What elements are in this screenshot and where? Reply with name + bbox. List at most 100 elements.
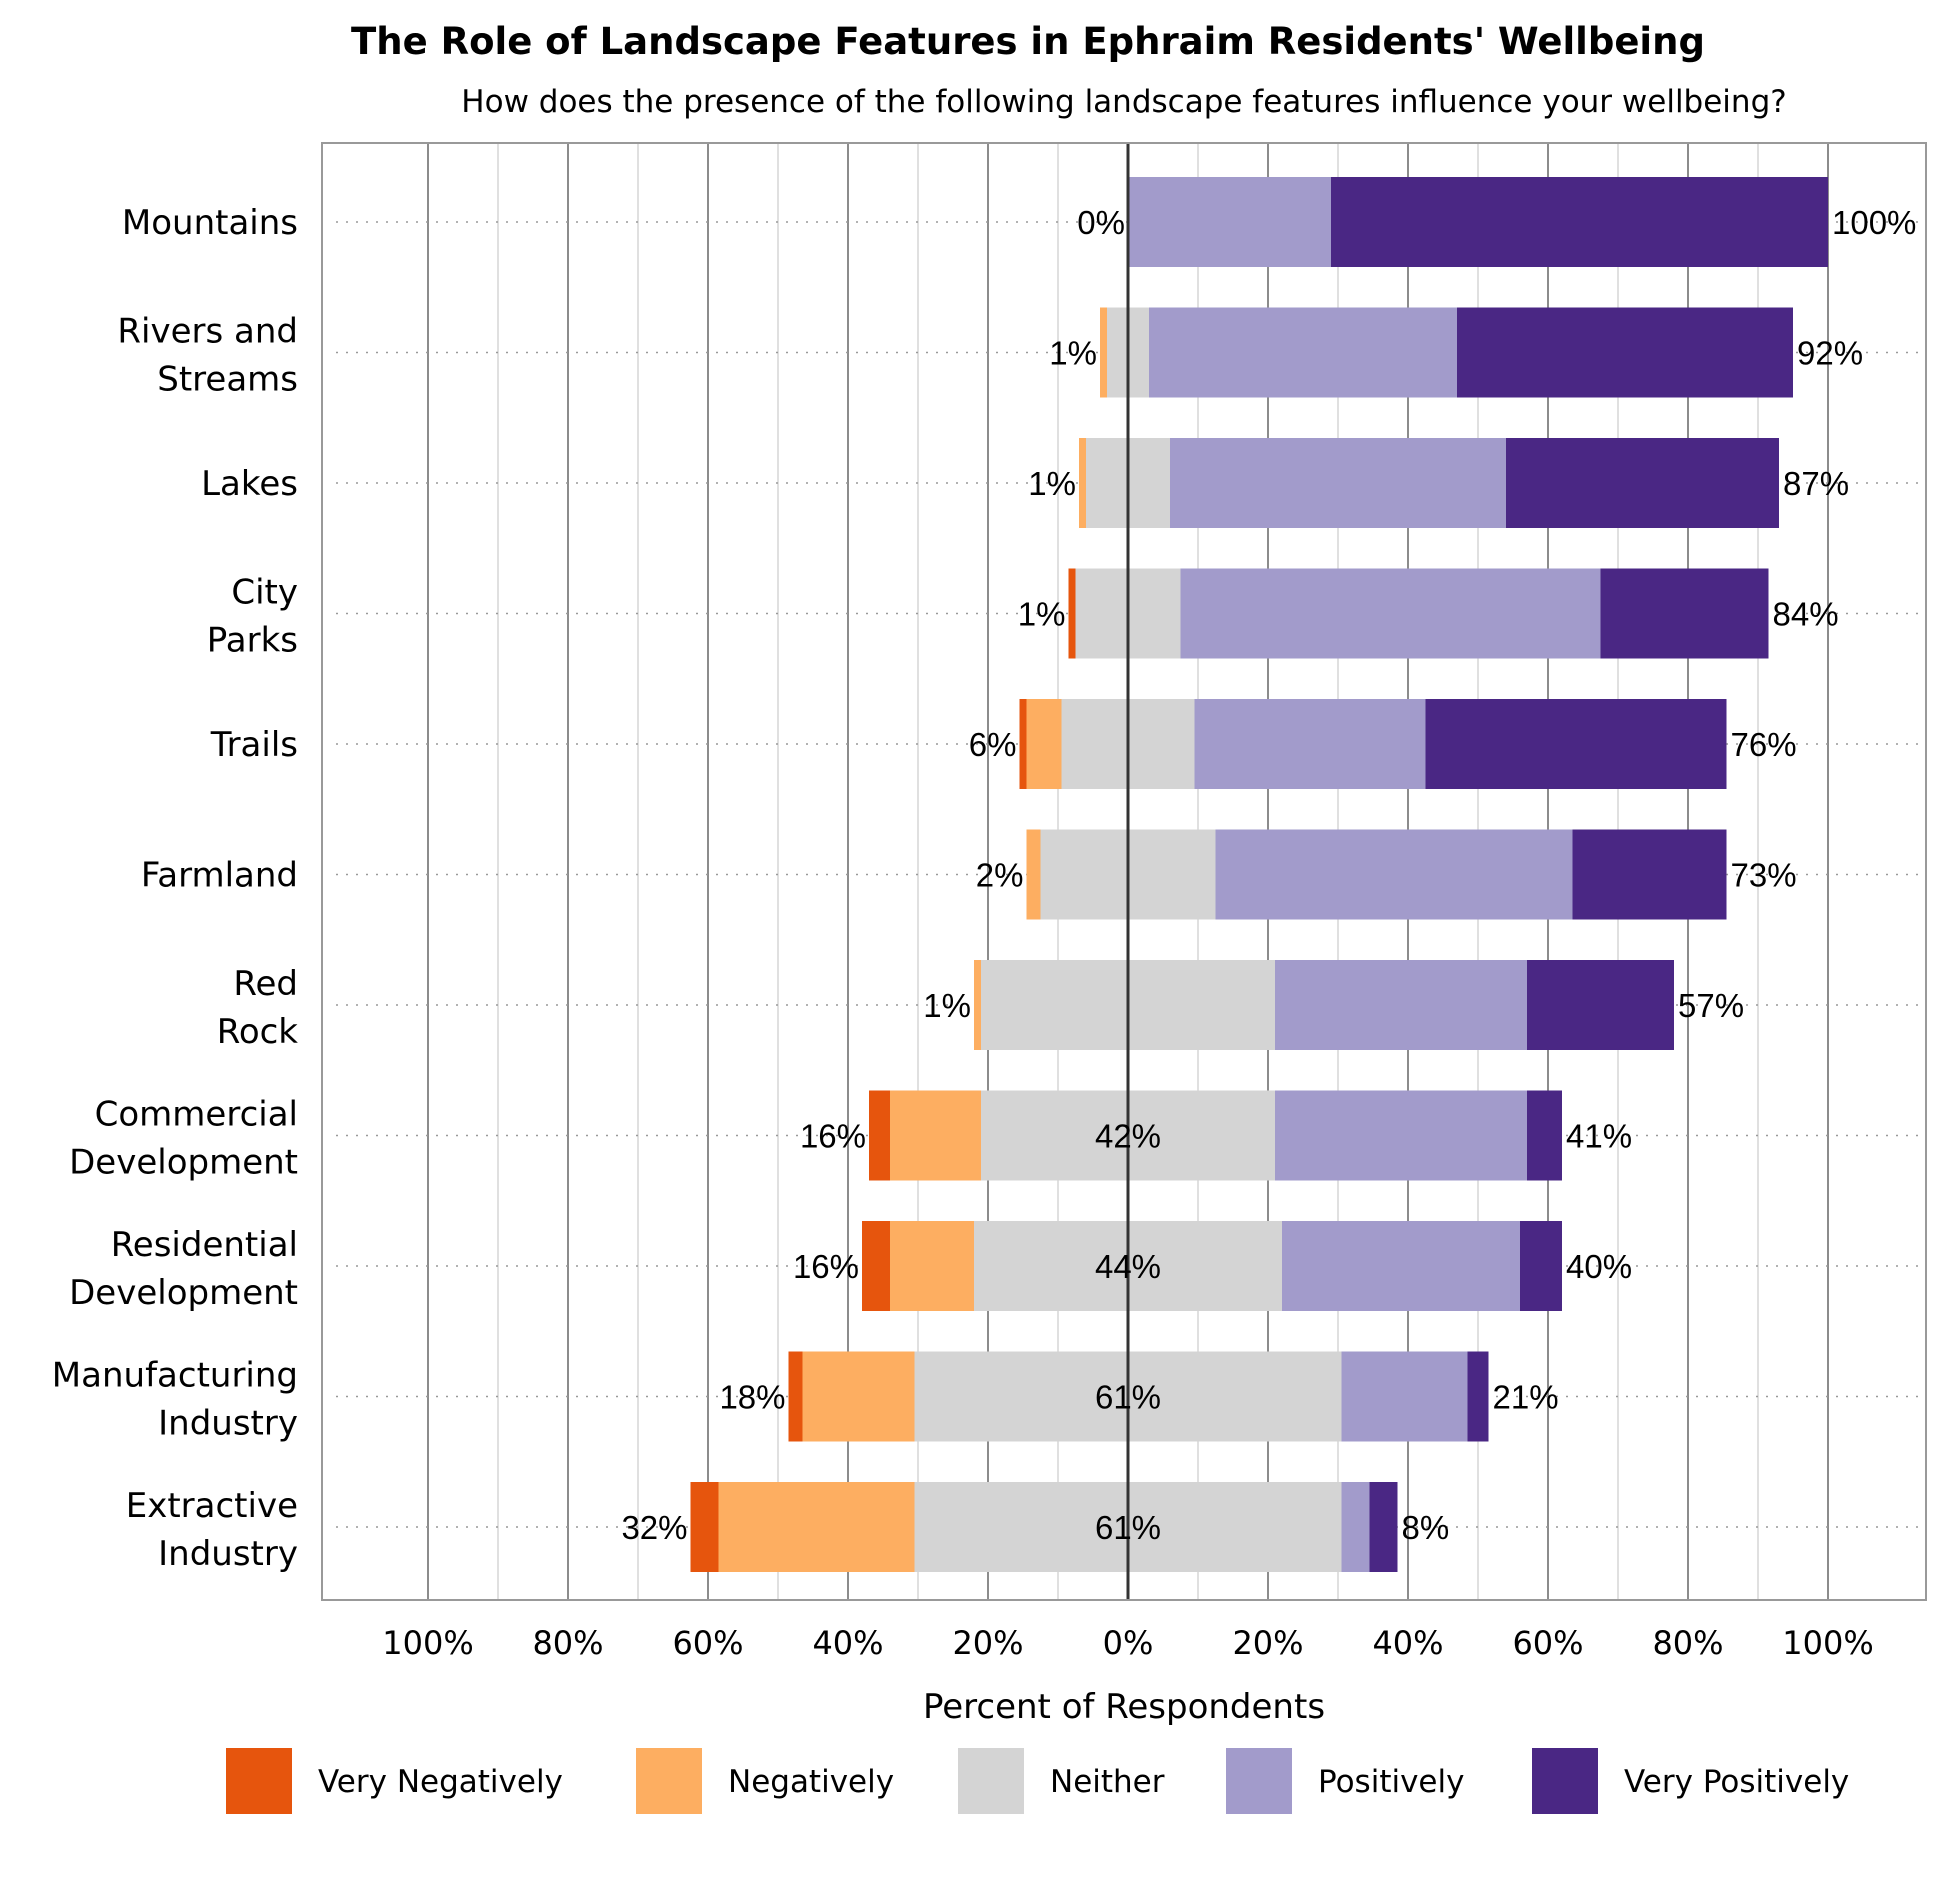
chart-subtitle: How does the presence of the following l… [461,84,1786,120]
legend-swatch [958,1748,1024,1814]
x-tick-labels: 100% 80% 60% 40% 20% 0% 20% 40% 60% 80% 100% [382,1624,1873,1662]
legend-swatch [1532,1748,1598,1814]
legend-label: Neither [1050,1764,1165,1800]
negative-total-label: 1% [1049,335,1097,372]
legend-label: Very Positively [1624,1764,1849,1800]
category-label: Residential Development [69,1225,298,1313]
bar-segment-positively [1180,568,1601,659]
bar-segment-positively [1194,699,1426,789]
bar-segment-negatively [890,1221,974,1311]
category-label: City Parks [207,573,298,661]
legend-swatch [636,1748,702,1814]
negative-total-label: 16% [793,1248,859,1285]
legend: Very Negatively Negatively Neither Positive… [226,1748,1849,1814]
bar-segment-positively [1341,1482,1370,1572]
negative-total-label: 18% [719,1379,785,1416]
legend-label: Negatively [728,1764,894,1800]
bar-segment-very-negatively [1068,568,1076,659]
neither-label: 61% [1095,1379,1161,1416]
bar-segment-very-positively [1527,1090,1562,1181]
category-label: Red Rock [217,964,299,1052]
category-label: Lakes [201,464,298,504]
positive-total-label: 8% [1402,1509,1450,1546]
bar-segment-very-positively [1572,829,1727,920]
category-labels: Mountains Rivers and Streams Lakes City Parks… [52,203,299,1574]
legend-swatch [1226,1748,1292,1814]
bar-segment-negatively [1026,699,1062,789]
positive-total-label: 40% [1566,1248,1632,1285]
x-tick-label: 20% [952,1624,1023,1662]
bars [690,177,1828,1572]
category-label: Mountains [122,203,298,243]
category-label: Commercial Development [69,1095,298,1183]
x-tick-label: 100% [1782,1624,1873,1662]
x-axis-title: Percent of Respondents [923,1687,1325,1727]
bar-segment-positively [1275,960,1527,1050]
neither-label: 42% [1095,1118,1161,1155]
bar-segment-negatively [802,1351,915,1442]
category-label: Manufacturing Industry [52,1356,298,1444]
bar-segment-positively [1149,307,1457,398]
negative-total-label: 16% [800,1118,866,1155]
negative-total-label: 6% [969,726,1017,763]
category-label: Extractive Industry [126,1486,298,1574]
x-tick-label: 40% [1372,1624,1443,1662]
bar-segment-very-positively [1467,1351,1489,1442]
positive-total-label: 87% [1783,465,1849,502]
legend-label: Very Negatively [318,1764,563,1800]
positive-total-label: 92% [1797,335,1863,372]
x-tick-label: 60% [1512,1624,1583,1662]
x-tick-label: 40% [812,1624,883,1662]
bar-segment-positively [1282,1221,1520,1311]
negative-total-label: 2% [976,857,1024,894]
negative-total-label: 0% [1077,204,1125,241]
negative-total-label: 32% [621,1509,687,1546]
bar-segment-very-positively [1331,177,1828,267]
x-tick-label: 100% [382,1624,473,1662]
legend-swatch [226,1748,292,1814]
plot-frame [321,142,1927,1601]
positive-total-label: 73% [1731,857,1797,894]
negative-total-label: 1% [1018,596,1066,633]
x-tick-label: 80% [532,1624,603,1662]
bar-segment-positively [1170,438,1506,528]
category-label: Trails [210,725,298,765]
positive-total-label: 57% [1678,987,1744,1024]
positive-total-label: 21% [1493,1379,1559,1416]
category-label: Rivers and Streams [117,312,298,400]
neither-label: 61% [1095,1509,1161,1546]
bar-segment-negatively [890,1090,981,1181]
negative-total-label: 1% [923,987,971,1024]
bar-segment-very-positively [1506,438,1779,528]
bar-segment-very-positively [1425,699,1727,789]
positive-total-label: 84% [1773,596,1839,633]
bar-segment-very-positively [1527,960,1674,1050]
bar-segment-negatively [1079,438,1086,528]
bar-segment-positively [1215,829,1573,920]
category-label: Farmland [141,856,298,896]
negative-total-label: 1% [1028,465,1076,502]
positive-total-label: 76% [1731,726,1797,763]
bar-segment-negatively [1100,307,1107,398]
x-tick-label: 0% [1103,1624,1154,1662]
bar-segment-very-negatively [788,1351,803,1442]
bar-segment-very-positively [1520,1221,1562,1311]
bar-segment-very-negatively [862,1221,890,1311]
bar-segment-negatively [974,960,981,1050]
bar-segment-negatively [1026,829,1041,920]
bar-segment-positively [1341,1351,1468,1442]
bar-segment-positively [1275,1090,1527,1181]
bar-segment-positively [1128,177,1331,267]
x-tick-label: 20% [1232,1624,1303,1662]
neither-label: 44% [1095,1248,1161,1285]
positive-total-label: 100% [1832,204,1916,241]
bar-segment-very-positively [1600,568,1769,659]
data-labels: 0% 100% 1% 92% 1% 87% 1% 84% 6% 76% 2% 73% 1% 57% 16% 4… [621,204,1916,1546]
positive-total-label: 41% [1566,1118,1632,1155]
legend-label: Positively [1318,1764,1464,1800]
bar-segment-very-negatively [1019,699,1027,789]
x-tick-label: 60% [672,1624,743,1662]
chart-title: The Role of Landscape Features in Ephrai… [351,20,1705,63]
bar-segment-very-positively [1369,1482,1398,1572]
